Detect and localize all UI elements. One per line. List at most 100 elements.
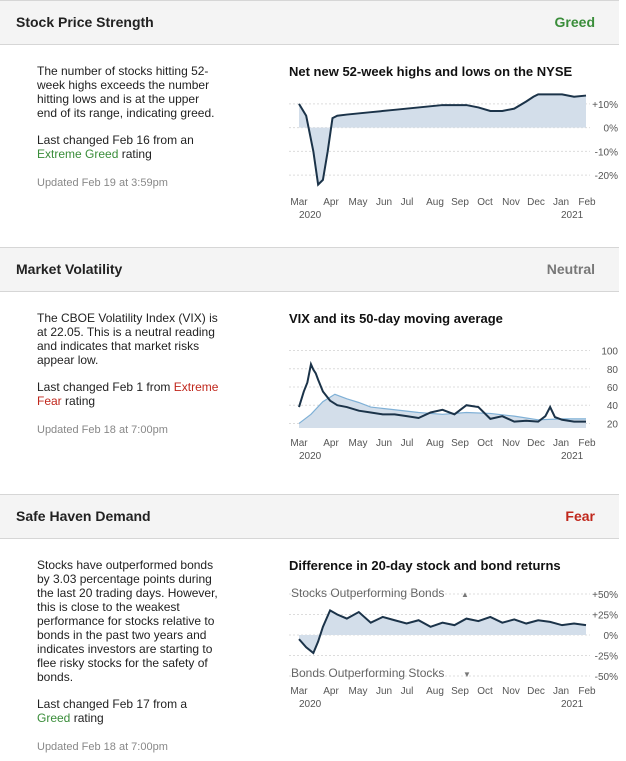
y-tick-label: 0% <box>604 631 619 642</box>
chart-vix: 100 80 60 40 20 Mar Apr May Jun Jul Aug Sep Oct Nov De… <box>289 347 619 462</box>
series-line <box>298 93 587 187</box>
series-line-vix <box>298 360 586 423</box>
panel-title: Stock Price Strength <box>16 14 154 30</box>
last-changed-text: Last changed Feb 16 from an Extreme Gree… <box>37 133 222 161</box>
lower-region-label: Bonds Outperforming Stocks <box>291 666 444 680</box>
description-text: The CBOE Volatility Index (VIX) is at 22… <box>37 311 218 367</box>
y-tick-label: 80 <box>607 365 619 376</box>
panel-header-stock-price-strength: Stock Price Strength Greed <box>0 0 619 45</box>
x-tick-label: Sep <box>451 686 469 697</box>
last-changed-suffix: rating <box>73 711 104 725</box>
x-tick-label: Sep <box>451 197 469 208</box>
x-tick-label: Jun <box>376 438 392 449</box>
year-label: 2021 <box>561 699 584 710</box>
status-badge: Fear <box>565 508 595 524</box>
x-tick-label: Mar <box>290 686 308 697</box>
last-changed-text: Last changed Feb 1 from Extreme Fear rat… <box>37 380 222 408</box>
x-tick-label: Jun <box>376 197 392 208</box>
triangle-down-icon: ▼ <box>463 670 471 679</box>
last-changed-rating: Greed <box>37 711 71 725</box>
last-changed-rating: Extreme Fear <box>37 380 219 408</box>
last-changed-prefix: Last changed Feb 1 from <box>37 380 171 394</box>
x-tick-label: Nov <box>502 197 520 208</box>
x-tick-label: Jul <box>401 686 414 697</box>
y-tick-label: 20 <box>607 419 619 430</box>
chart-stock-bond-returns: +50% +25% 0% -25% -50% Mar Apr May Jun Jul Aug Sep O… <box>289 586 619 710</box>
description-text: Stocks have outperformed bonds by 3.03 p… <box>37 558 218 684</box>
y-tick-label: 100 <box>601 347 618 358</box>
x-tick-label: Dec <box>527 438 545 449</box>
x-tick-label: Oct <box>477 686 493 697</box>
x-tick-label: Jul <box>401 438 414 449</box>
x-tick-label: Aug <box>426 686 444 697</box>
y-tick-label: +25% <box>592 611 618 622</box>
x-tick-label: Nov <box>502 438 520 449</box>
x-tick-label: May <box>349 197 368 208</box>
x-tick-label: Sep <box>451 438 469 449</box>
chart-title: Net new 52-week highs and lows on the NY… <box>289 64 573 79</box>
panel-description: The number of stocks hitting 52-week hig… <box>37 64 222 174</box>
upper-region-label: Stocks Outperforming Bonds <box>291 586 444 600</box>
x-tick-label: Apr <box>323 438 339 449</box>
panel-description: Stocks have outperformed bonds by 3.03 p… <box>37 558 222 738</box>
x-tick-label: Aug <box>426 438 444 449</box>
y-tick-label: 0% <box>604 124 619 135</box>
updated-timestamp: Updated Feb 18 at 7:00pm <box>37 424 168 436</box>
y-tick-label: -10% <box>595 147 618 158</box>
x-tick-label: Feb <box>578 686 596 697</box>
x-tick-label: Oct <box>477 438 493 449</box>
triangle-up-icon: ▲ <box>461 590 469 599</box>
panel-header-safe-haven-demand: Safe Haven Demand Fear <box>0 494 619 539</box>
last-changed-suffix: rating <box>65 394 96 408</box>
year-label: 2020 <box>299 210 322 221</box>
description-text: The number of stocks hitting 52-week hig… <box>37 64 215 120</box>
y-tick-label: +10% <box>592 100 618 111</box>
x-tick-label: Dec <box>527 686 545 697</box>
updated-timestamp: Updated Feb 19 at 3:59pm <box>37 177 168 189</box>
year-label: 2021 <box>561 210 584 221</box>
x-tick-label: Apr <box>323 197 339 208</box>
series-line <box>298 608 587 655</box>
last-changed-prefix: Last changed Feb 16 from an <box>37 133 194 147</box>
chart-title: VIX and its 50-day moving average <box>289 311 503 326</box>
x-tick-label: Jul <box>401 197 414 208</box>
updated-timestamp: Updated Feb 18 at 7:00pm <box>37 741 168 753</box>
x-tick-label: Jan <box>553 438 569 449</box>
x-tick-label: Feb <box>578 438 596 449</box>
status-badge: Greed <box>554 14 595 30</box>
x-tick-label: Jun <box>376 686 392 697</box>
panel-description: The CBOE Volatility Index (VIX) is at 22… <box>37 311 222 421</box>
panel-header-market-volatility: Market Volatility Neutral <box>0 247 619 292</box>
y-tick-label: -25% <box>595 652 618 663</box>
y-tick-label: -50% <box>595 672 618 683</box>
x-tick-label: May <box>349 686 368 697</box>
year-label: 2021 <box>561 451 584 462</box>
last-changed-text: Last changed Feb 17 from a Greed rating <box>37 697 222 725</box>
y-tick-label: +50% <box>592 590 618 601</box>
panel-title: Safe Haven Demand <box>16 508 151 524</box>
x-tick-label: Jan <box>553 686 569 697</box>
last-changed-suffix: rating <box>121 147 152 161</box>
area-fill <box>299 610 586 654</box>
chart-title: Difference in 20-day stock and bond retu… <box>289 558 561 573</box>
y-tick-label: -20% <box>595 171 618 182</box>
x-tick-label: Feb <box>578 197 596 208</box>
x-tick-label: Apr <box>323 686 339 697</box>
y-tick-label: 60 <box>607 383 619 394</box>
area-fill <box>299 94 586 185</box>
x-tick-label: Jan <box>553 197 569 208</box>
x-tick-label: Oct <box>477 197 493 208</box>
chart-net-new-highs-lows: +10% 0% -10% -20% Mar Apr May Jun Jul Aug Sep Oct No… <box>289 93 619 221</box>
year-label: 2020 <box>299 451 322 462</box>
x-tick-label: Dec <box>527 197 545 208</box>
x-tick-label: Nov <box>502 686 520 697</box>
last-changed-prefix: Last changed Feb 17 from a <box>37 697 188 711</box>
panel-title: Market Volatility <box>16 261 123 277</box>
x-tick-label: May <box>349 438 368 449</box>
x-tick-label: Mar <box>290 438 308 449</box>
status-badge: Neutral <box>546 261 595 277</box>
x-tick-label: Aug <box>426 197 444 208</box>
ma-area <box>299 394 586 428</box>
x-tick-label: Mar <box>290 197 308 208</box>
y-tick-label: 40 <box>607 401 619 412</box>
